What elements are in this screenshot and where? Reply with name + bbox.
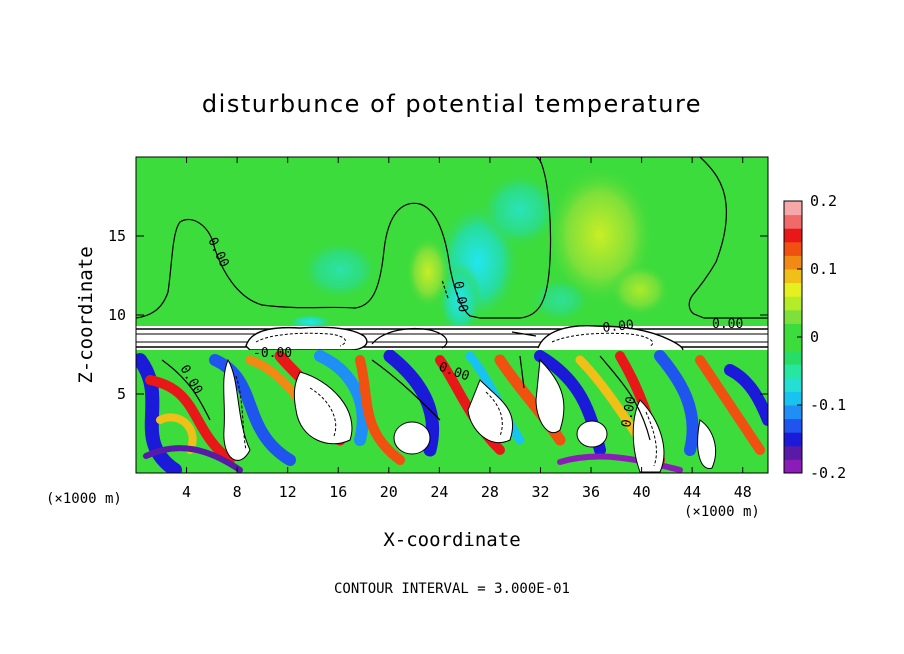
x-unit-left: (×1000 m): [46, 491, 122, 507]
colorbar-swatch: [784, 309, 802, 324]
interface-band: [136, 325, 768, 353]
colorbar-swatch: [784, 255, 802, 270]
colorbar-swatch: [784, 459, 802, 474]
y-tick-label: 10: [108, 306, 126, 324]
contour-label: 0.00: [602, 318, 635, 336]
x-tick-label: 12: [279, 483, 297, 501]
y-tick-label: 5: [117, 385, 126, 403]
colorbar-tick-label: 0.1: [810, 260, 837, 278]
chart-title: disturbunce of potential temperature: [202, 90, 702, 118]
plot-area: 0.00 0.00 0.00 0.00 -0.00 0.00 0.00 0.00: [136, 157, 768, 473]
x-tick-label: 8: [233, 483, 242, 501]
contour-label: 0.00: [619, 395, 639, 428]
x-axis-label: X-coordinate: [383, 529, 520, 551]
colorbar-swatch: [784, 337, 802, 352]
contour-label: 0.00: [712, 317, 743, 332]
upper-field: [288, 165, 670, 338]
contour-labels: 0.00 0.00 0.00 0.00 -0.00 0.00 0.00 0.00: [177, 235, 744, 429]
x-axis: 4 8 12 16 20 24 28 32 36 40 44 48: [182, 157, 752, 501]
colorbar-swatch: [784, 323, 802, 338]
lower-field: [136, 350, 768, 473]
colorbar-swatch: [784, 391, 802, 406]
x-tick-label: 32: [531, 483, 549, 501]
contour-interval-note: CONTOUR INTERVAL = 3.000E-01: [334, 581, 570, 597]
colorbar-swatch: [784, 432, 802, 447]
x-tick-label: 36: [582, 483, 600, 501]
colorbar-swatch: [784, 241, 802, 256]
x-tick-label: 16: [329, 483, 347, 501]
colorbar-swatch: [784, 214, 802, 229]
contour-label: -0.00: [253, 346, 292, 361]
colorbar-swatch: [784, 405, 802, 420]
colorbar-tick-label: 0: [810, 328, 819, 346]
upper-contours: [136, 157, 768, 319]
y-axis-label: Z-coordinate: [75, 246, 97, 383]
x-unit-right: (×1000 m): [684, 504, 760, 520]
x-tick-label: 4: [182, 483, 191, 501]
x-tick-label: 44: [683, 483, 701, 501]
colorbar-swatch: [784, 269, 802, 284]
colorbar-swatch: [784, 228, 802, 243]
contour-label: 0.00: [450, 280, 470, 313]
x-tick-label: 28: [481, 483, 499, 501]
colorbar-tick-label: -0.1: [810, 396, 846, 414]
y-axis: 5 10 15: [108, 227, 768, 403]
colorbar-swatch: [784, 418, 802, 433]
colorbar-swatch: [784, 377, 802, 392]
x-tick-label: 40: [633, 483, 651, 501]
colorbar-swatch: [784, 201, 802, 216]
y-tick-label: 15: [108, 227, 126, 245]
colorbar-tick-label: 0.2: [810, 192, 837, 210]
colorbar-swatch: [784, 296, 802, 311]
x-tick-label: 20: [380, 483, 398, 501]
colorbar: 0.2 0.1 0 -0.1 -0.2: [783, 192, 846, 482]
colorbar-tick-label: -0.2: [810, 464, 846, 482]
colorbar-swatch: [784, 445, 802, 460]
x-tick-label: 48: [734, 483, 752, 501]
x-tick-label: 24: [430, 483, 448, 501]
colorbar-swatch: [784, 350, 802, 365]
colorbar-swatch: [784, 364, 802, 379]
colorbar-swatch: [784, 282, 802, 297]
